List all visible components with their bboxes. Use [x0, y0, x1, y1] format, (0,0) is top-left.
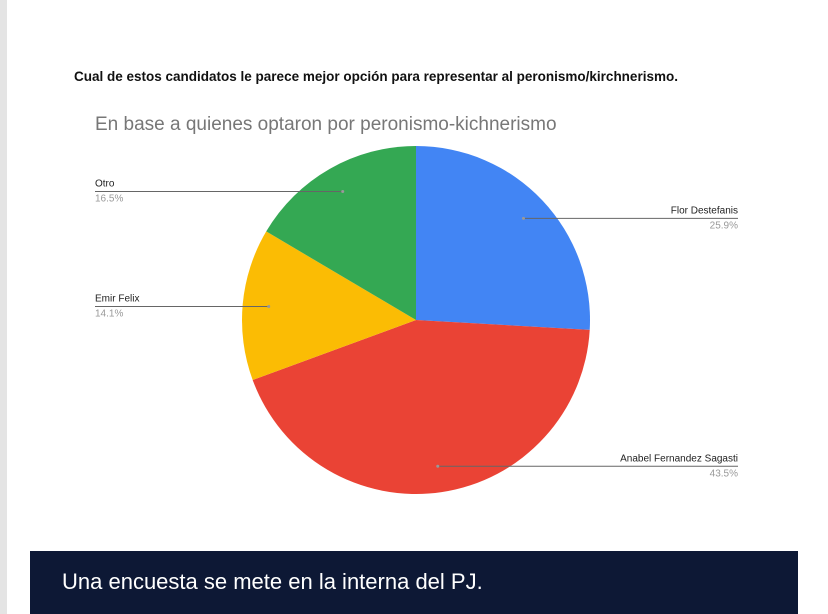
slice-value-label: 14.1%: [95, 309, 123, 320]
pie-slice: [242, 231, 416, 380]
chart-subtitle: En base a quienes optaron por peronismo-…: [95, 114, 557, 135]
slice-label: Emir Felix: [95, 294, 139, 305]
slice-value-label: 25.9%: [710, 220, 738, 231]
chart-title: Cual de estos candidatos le parece mejor…: [74, 69, 678, 84]
chart: Cual de estos candidatos le parece mejor…: [74, 69, 738, 494]
page-edge: [0, 0, 7, 614]
leader-dot: [341, 190, 345, 194]
caption-bar: Una encuesta se mete en la interna del P…: [30, 551, 798, 614]
leader-dot: [521, 216, 525, 220]
slice-value-label: 43.5%: [710, 468, 738, 479]
slice-label: Flor Destefanis: [671, 205, 738, 216]
slice-label: Anabel Fernandez Sagasti: [620, 453, 738, 464]
slice-label: Otro: [95, 179, 115, 190]
pie-slice: [416, 146, 590, 330]
caption: Una encuesta se mete en la interna del P…: [62, 569, 483, 594]
slice-value-label: 16.5%: [95, 194, 123, 205]
leader-dot: [436, 464, 440, 468]
pie-slice: [266, 146, 416, 320]
pie-slice: [252, 320, 590, 494]
leader-dot: [267, 305, 271, 309]
